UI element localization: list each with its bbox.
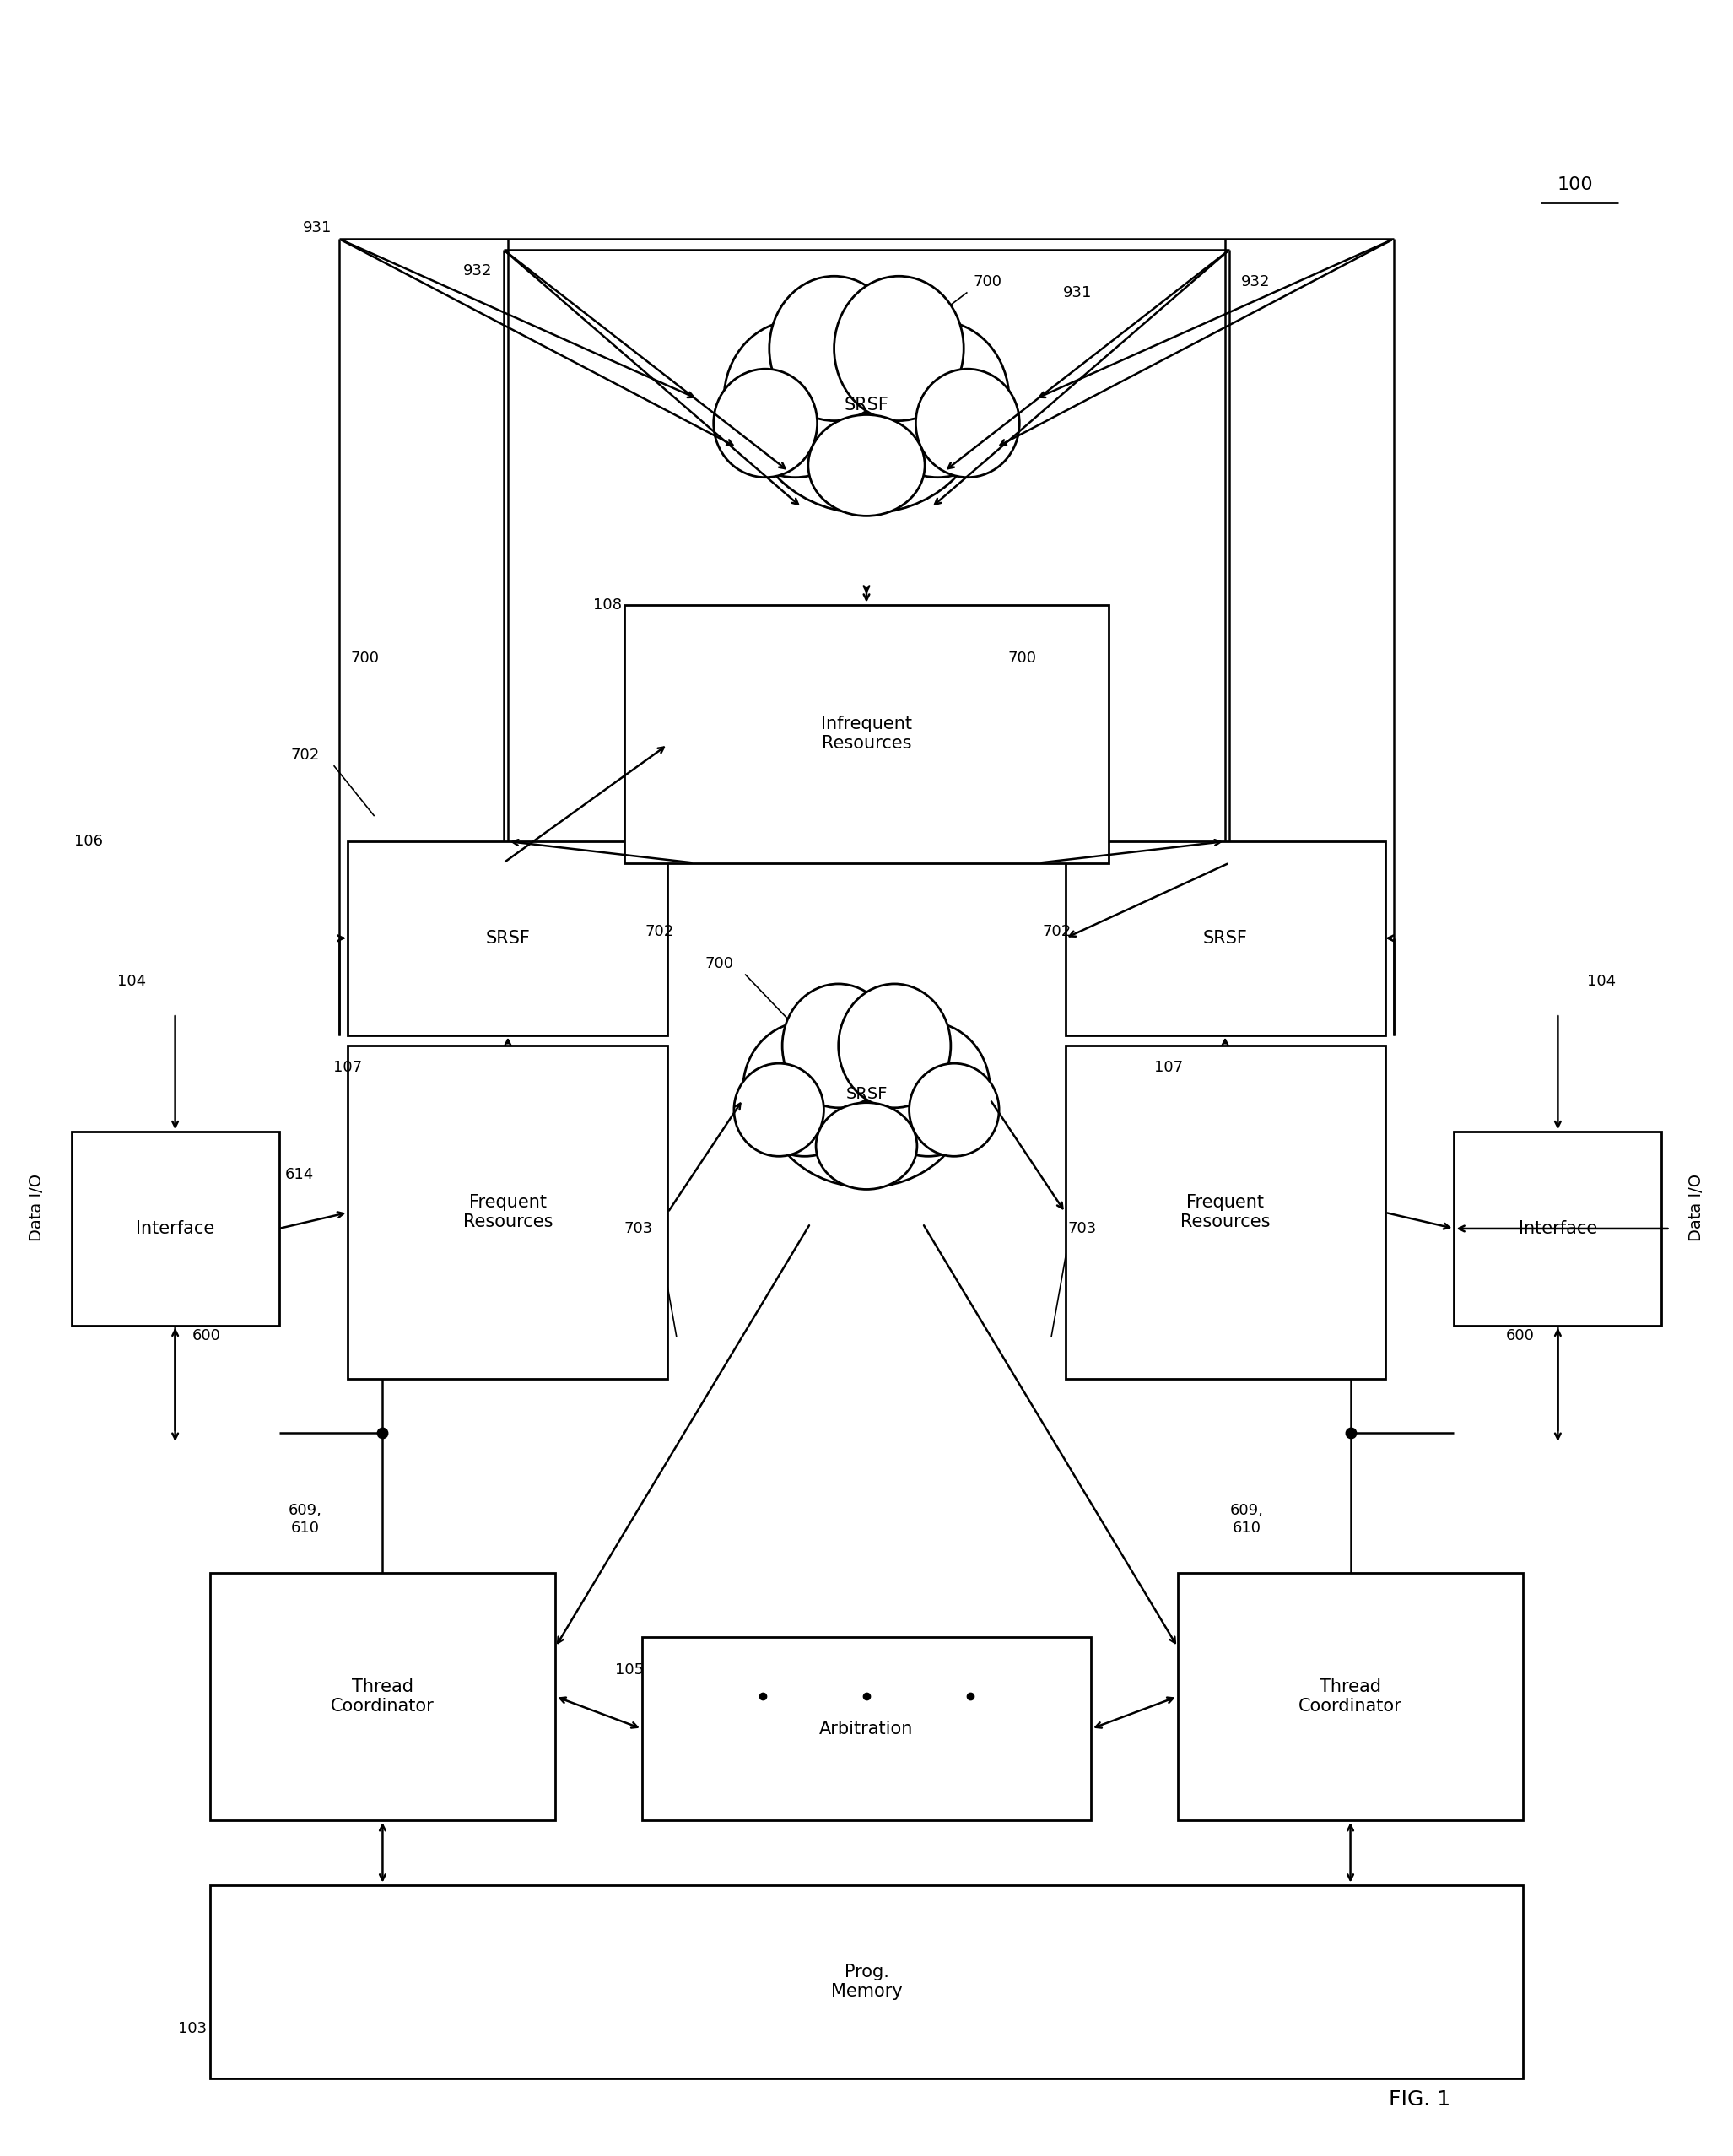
Ellipse shape — [816, 1102, 917, 1190]
Ellipse shape — [743, 1022, 866, 1156]
Ellipse shape — [769, 276, 899, 420]
Bar — [1178, 1572, 1523, 1820]
Text: Prog.
Memory: Prog. Memory — [830, 1964, 903, 2001]
Ellipse shape — [735, 1063, 823, 1156]
Bar — [624, 604, 1109, 862]
Bar — [1066, 1046, 1385, 1380]
Text: 103: 103 — [178, 2022, 206, 2037]
Text: Thread
Coordinator: Thread Coordinator — [1298, 1677, 1402, 1714]
Ellipse shape — [866, 1022, 990, 1156]
Text: 700: 700 — [705, 957, 735, 972]
Text: Interface: Interface — [1518, 1220, 1598, 1238]
Text: Interface: Interface — [135, 1220, 215, 1238]
Ellipse shape — [834, 276, 964, 420]
Text: Frequent
Resources: Frequent Resources — [1180, 1194, 1270, 1231]
Text: 700: 700 — [974, 274, 1002, 289]
Text: SRSF: SRSF — [846, 1087, 887, 1102]
Text: SRSF: SRSF — [844, 397, 889, 414]
Bar — [71, 1132, 279, 1326]
Ellipse shape — [782, 983, 894, 1108]
Bar — [210, 1572, 555, 1820]
Text: 609,
610: 609, 610 — [1230, 1503, 1263, 1535]
Text: 703: 703 — [1068, 1220, 1097, 1235]
Ellipse shape — [910, 1063, 998, 1156]
Text: 107: 107 — [1154, 1059, 1184, 1076]
Text: 104: 104 — [1587, 975, 1615, 990]
Ellipse shape — [750, 308, 983, 513]
Bar — [348, 1046, 667, 1380]
Text: 108: 108 — [593, 597, 622, 612]
Bar — [348, 841, 667, 1035]
Text: 702: 702 — [291, 748, 319, 763]
Bar — [210, 1884, 1523, 2078]
Text: 703: 703 — [624, 1220, 653, 1235]
Ellipse shape — [766, 1011, 967, 1188]
Text: 105: 105 — [615, 1662, 645, 1677]
Text: 931: 931 — [1062, 285, 1092, 300]
Ellipse shape — [724, 321, 866, 476]
Text: Arbitration: Arbitration — [820, 1720, 913, 1738]
Text: 600: 600 — [192, 1328, 220, 1343]
Ellipse shape — [915, 369, 1019, 476]
Text: 932: 932 — [1241, 274, 1270, 289]
Ellipse shape — [808, 414, 925, 515]
Text: 700: 700 — [1007, 651, 1036, 666]
Text: 932: 932 — [463, 263, 492, 278]
Ellipse shape — [839, 983, 951, 1108]
Text: 702: 702 — [1042, 925, 1071, 940]
Text: SRSF: SRSF — [1203, 929, 1248, 946]
Text: Data I/O: Data I/O — [1688, 1173, 1704, 1242]
Text: 104: 104 — [118, 975, 146, 990]
Text: SRSF: SRSF — [485, 929, 530, 946]
Text: 614: 614 — [286, 1166, 314, 1181]
Text: Infrequent
Resources: Infrequent Resources — [821, 716, 912, 752]
Text: 609,
610: 609, 610 — [288, 1503, 322, 1535]
Text: 100: 100 — [1558, 177, 1593, 194]
Ellipse shape — [714, 369, 818, 476]
Bar — [1454, 1132, 1662, 1326]
Text: 700: 700 — [352, 651, 380, 666]
Text: Data I/O: Data I/O — [29, 1173, 45, 1242]
Text: 931: 931 — [302, 220, 331, 235]
Text: Frequent
Resources: Frequent Resources — [463, 1194, 553, 1231]
Text: 702: 702 — [645, 925, 674, 940]
Text: Thread
Coordinator: Thread Coordinator — [331, 1677, 435, 1714]
Text: 106: 106 — [75, 834, 102, 849]
Text: 600: 600 — [1506, 1328, 1534, 1343]
Text: 107: 107 — [334, 1059, 362, 1076]
Bar — [641, 1636, 1092, 1820]
Ellipse shape — [866, 321, 1009, 476]
Bar — [1066, 841, 1385, 1035]
Text: FIG. 1: FIG. 1 — [1388, 2089, 1451, 2111]
